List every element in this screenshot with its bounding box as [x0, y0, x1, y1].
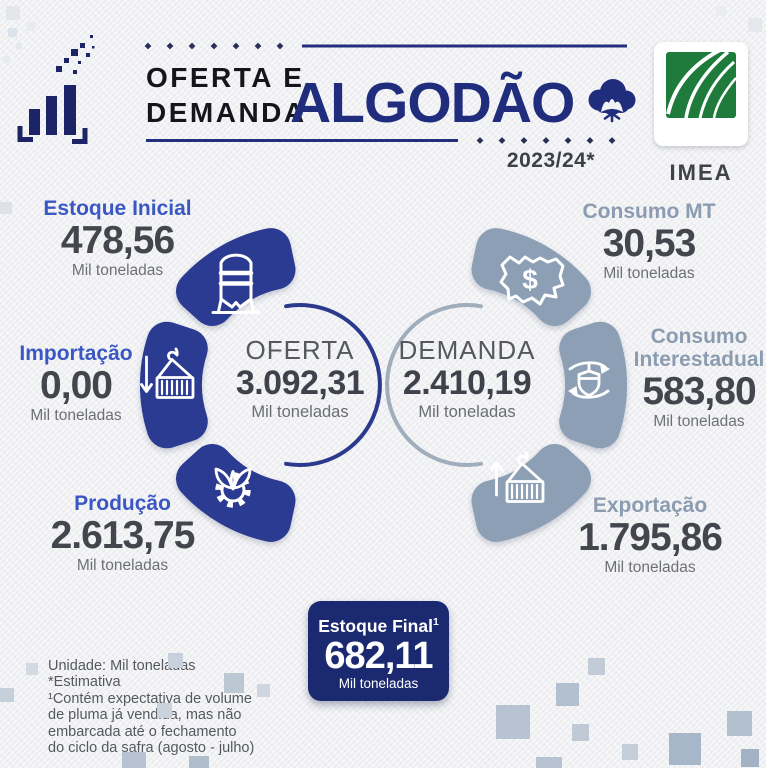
- decor-pixel: [257, 684, 270, 697]
- title-line-2: DEMANDA: [146, 97, 307, 128]
- decor-pixel: [716, 6, 726, 16]
- commodity-title: ALGODÃO: [290, 71, 575, 135]
- footnote-line: embarcada até o fechamento: [48, 723, 237, 740]
- petal-estoque-inicial: [176, 228, 296, 326]
- page-title: OFERTA E DEMANDA: [146, 60, 307, 130]
- silo-icon: [211, 253, 261, 314]
- mt-state-dollar-icon: $: [499, 255, 565, 306]
- footnote-line: de pluma já vendida, mas não: [48, 707, 242, 724]
- stat-unit: Mil toneladas: [71, 262, 164, 279]
- demand-ring: [385, 303, 483, 467]
- supply-value: 3.092,31: [235, 364, 365, 402]
- footnote-line: ¹Contém expectativa de volume: [48, 690, 252, 707]
- stat-unit: Mil toneladas: [603, 265, 695, 282]
- stat-value: 2.613,75: [50, 514, 196, 557]
- petal-importacao: [140, 321, 208, 449]
- decor-pixel: [224, 673, 244, 693]
- stat-label: Consumo MT: [582, 200, 716, 223]
- decor-pixel: [572, 724, 589, 741]
- stat-unit: Mil toneladas: [653, 413, 745, 430]
- stat-exportacao: Exportação 1.795,86 Mil toneladas: [560, 494, 740, 577]
- imea-field-rows-icon: [666, 52, 736, 118]
- footnotes: Unidade: Mil toneladas *Estimativa ¹Cont…: [48, 658, 254, 756]
- header-divider-top: [144, 42, 627, 50]
- footnote-line: *Estimativa: [48, 674, 121, 691]
- header-divider-bottom: [146, 137, 616, 144]
- decor-pixel: [588, 658, 605, 675]
- stat-consumo-mt: Consumo MT 30,53 Mil toneladas: [566, 200, 732, 283]
- decor-pixel: [496, 705, 530, 739]
- stat-consumo-interestadual: Consumo Interestadual 583,80 Mil tonelad…: [620, 325, 766, 431]
- supply-total: OFERTA 3.092,31 Mil toneladas: [213, 336, 387, 422]
- title-line-1: OFERTA E: [146, 62, 305, 93]
- supply-unit: Mil toneladas: [251, 403, 349, 421]
- stat-unit: Mil toneladas: [604, 559, 696, 576]
- stat-estoque-inicial: Estoque Inicial 478,56 Mil toneladas: [30, 197, 205, 280]
- decor-pixel: [6, 6, 20, 20]
- demand-title: DEMANDA: [398, 335, 536, 365]
- decor-pixel: [741, 749, 759, 767]
- decor-pixel: [168, 653, 183, 668]
- final-stock-unit: Mil toneladas: [338, 675, 419, 691]
- imea-logo: IMEA: [654, 42, 748, 185]
- decor-pixel: [556, 683, 579, 706]
- petal-consumo-interestadual: [559, 321, 627, 449]
- stat-value: 1.795,86: [578, 516, 723, 559]
- stat-label: Consumo Interestadual: [633, 325, 765, 371]
- supply-title: OFERTA: [245, 335, 355, 365]
- final-stock-label-text: Estoque Final: [318, 615, 433, 636]
- stat-unit: Mil toneladas: [76, 557, 169, 574]
- decor-pixel: [26, 22, 35, 31]
- decor-pixel: [0, 202, 12, 214]
- imea-logo-text: IMEA: [669, 160, 733, 185]
- decor-pixel: [189, 756, 209, 768]
- stat-label: Exportação: [592, 494, 708, 517]
- supply-petals: [140, 228, 296, 542]
- final-stock-value: 682,11: [324, 634, 433, 677]
- final-stock-card: Estoque Final1 682,11 Mil toneladas: [308, 601, 449, 701]
- stat-unit: Mil toneladas: [30, 407, 122, 424]
- decor-pixel: [669, 733, 701, 765]
- decor-pixel: [26, 663, 38, 675]
- decor-pixel: [622, 744, 638, 760]
- stat-importacao: Importação 0,00 Mil toneladas: [6, 342, 146, 425]
- decor-pixel: [536, 757, 562, 768]
- stat-label: Importação: [19, 342, 133, 365]
- final-stock-superscript: 1: [432, 616, 439, 628]
- cotton-gear-icon: [214, 467, 252, 508]
- decor-pixel: [122, 752, 146, 768]
- demand-unit: Mil toneladas: [418, 403, 516, 421]
- supply-ring: [284, 303, 382, 467]
- stat-value: 0,00: [40, 364, 113, 407]
- season-label: 2023/24*: [506, 149, 595, 172]
- stat-value: 30,53: [602, 222, 697, 265]
- demand-value: 2.410,19: [402, 364, 532, 402]
- container-import-icon: [140, 347, 195, 399]
- stat-value: 478,56: [60, 219, 175, 262]
- bar-chart-pixels-icon: [3, 28, 95, 144]
- cotton-boll-icon: [588, 79, 636, 123]
- svg-text:$: $: [522, 264, 538, 295]
- final-stock-label: Estoque Final1: [308, 612, 449, 636]
- stat-label: Estoque Inicial: [43, 197, 192, 220]
- decor-pixel: [727, 711, 752, 736]
- decor-pixel: [0, 688, 14, 702]
- decor-pixel: [748, 18, 762, 32]
- petal-producao: [176, 444, 296, 542]
- demand-total: DEMANDA 2.410,19 Mil toneladas: [380, 336, 554, 422]
- footnote-line: do ciclo da safra (agosto - julho): [48, 740, 255, 757]
- shield-exchange-icon: [568, 361, 610, 399]
- stat-value: 583,80: [642, 370, 756, 413]
- footnote-line: Unidade: Mil toneladas: [48, 658, 196, 674]
- stat-producao: Produção 2.613,75 Mil toneladas: [35, 492, 210, 575]
- decor-pixel: [157, 703, 172, 718]
- container-export-icon: [490, 451, 545, 503]
- stat-label: Produção: [74, 492, 171, 515]
